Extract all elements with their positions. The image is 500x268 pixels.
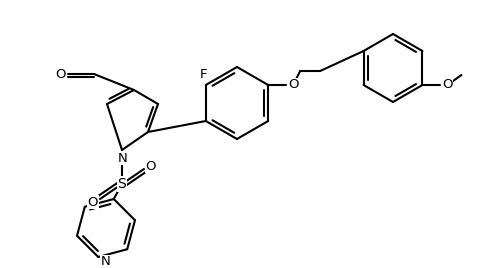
Text: O: O [442,79,452,91]
Text: O: O [88,195,98,209]
Text: N: N [118,151,128,165]
Text: F: F [200,69,207,81]
Text: O: O [56,68,66,80]
Text: S: S [118,177,126,191]
Text: O: O [146,159,156,173]
Text: N: N [100,255,110,268]
Text: O: O [288,79,298,91]
